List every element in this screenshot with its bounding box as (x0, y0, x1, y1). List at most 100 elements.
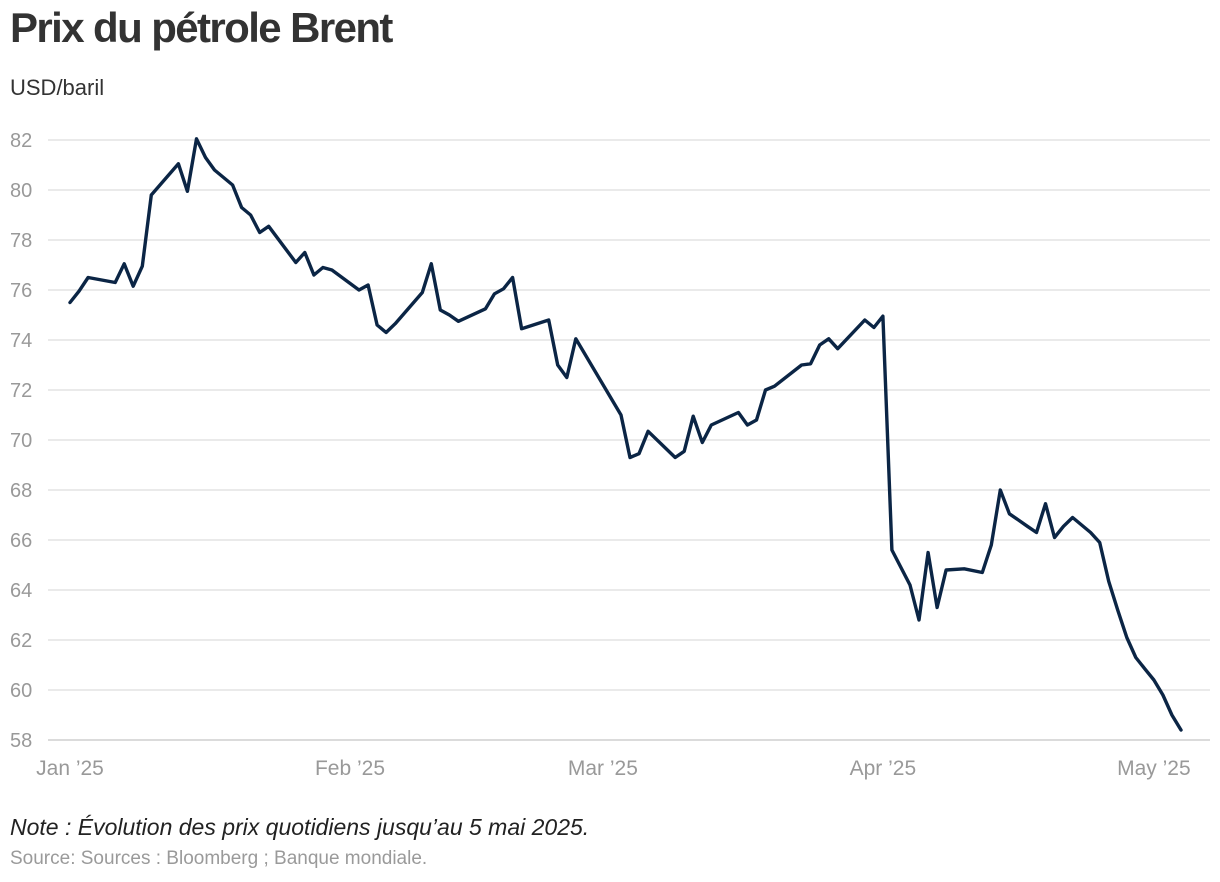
data-point (773, 384, 777, 388)
data-point (619, 413, 623, 417)
data-point (140, 264, 144, 268)
data-point (1062, 524, 1066, 528)
data-point (1116, 608, 1120, 612)
data-point (113, 281, 117, 285)
data-point (447, 313, 451, 317)
y-tick-label: 82 (10, 130, 32, 152)
data-point (944, 568, 948, 572)
data-point (68, 301, 72, 305)
data-point (709, 423, 713, 427)
data-point (673, 456, 677, 460)
data-point (249, 213, 253, 217)
data-point (700, 441, 704, 445)
data-point (682, 449, 686, 453)
chart-note: Note : Évolution des prix quotidiens jus… (10, 814, 590, 840)
y-tick-label: 68 (10, 480, 32, 502)
data-point (456, 319, 460, 323)
data-point (890, 548, 894, 552)
data-point (366, 283, 370, 287)
y-axis-unit-label: USD/baril (10, 75, 105, 100)
data-point (393, 322, 397, 326)
y-tick-label: 60 (10, 680, 32, 702)
data-point (827, 337, 831, 341)
data-point (240, 206, 244, 210)
data-point (691, 414, 695, 418)
data-point (176, 162, 180, 166)
data-point (1143, 667, 1147, 671)
data-point (1179, 728, 1183, 732)
data-point (1044, 502, 1048, 506)
data-point (77, 289, 81, 293)
data-point (764, 388, 768, 392)
data-point (86, 276, 90, 280)
data-point (800, 363, 804, 367)
gridlines (48, 139, 1210, 741)
x-axis-ticks: Jan ’25 Feb ’25 Mar ’25 Apr ’25 May ’25 (36, 757, 1190, 780)
series-line-brent (68, 137, 1183, 732)
data-point (357, 288, 361, 292)
data-point (836, 347, 840, 351)
x-tick-label: Apr ’25 (850, 757, 917, 780)
data-point (1080, 523, 1084, 527)
data-point (321, 266, 325, 270)
data-point (502, 287, 506, 291)
series-group (68, 137, 1183, 732)
data-point (980, 571, 984, 575)
data-point (429, 262, 433, 266)
data-point (745, 423, 749, 427)
chart-title: Prix du pétrole Brent (10, 4, 393, 51)
data-point (863, 318, 867, 322)
data-point (1071, 516, 1075, 520)
line-chart: 58 60 62 64 66 68 70 72 74 76 78 80 82 Jan ’25 Feb ’2… (10, 130, 1210, 780)
data-point (1098, 541, 1102, 545)
data-point (420, 291, 424, 295)
data-point (1025, 524, 1029, 528)
data-point (1007, 512, 1011, 516)
data-point (637, 452, 641, 456)
chart-source: Source: Sources : Bloomberg ; Banque mon… (10, 848, 428, 869)
y-axis-ticks: 58 60 62 64 66 68 70 72 74 76 78 80 82 (10, 130, 32, 752)
data-point (384, 331, 388, 335)
data-point (872, 326, 876, 330)
data-point (131, 284, 135, 288)
y-tick-label: 78 (10, 230, 32, 252)
data-point (438, 308, 442, 312)
y-tick-label: 58 (10, 730, 32, 752)
data-point (818, 343, 822, 347)
data-point (755, 418, 759, 422)
data-point (565, 376, 569, 380)
data-point (628, 456, 632, 460)
data-point (1107, 579, 1111, 583)
data-point (908, 583, 912, 587)
data-point (1089, 531, 1093, 535)
y-tick-label: 64 (10, 580, 32, 602)
data-point (122, 262, 126, 266)
data-point (1035, 531, 1039, 535)
y-tick-label: 62 (10, 630, 32, 652)
data-point (213, 168, 217, 172)
data-point (520, 327, 524, 331)
data-point (231, 183, 235, 187)
data-point (989, 543, 993, 547)
data-point (204, 156, 208, 160)
data-point (926, 551, 930, 555)
x-tick-label: Mar ’25 (568, 757, 638, 780)
data-point (330, 268, 334, 272)
data-point (493, 292, 497, 296)
data-point (556, 363, 560, 367)
data-point (1125, 636, 1129, 640)
data-point (998, 488, 1002, 492)
x-tick-label: May ’25 (1117, 757, 1191, 780)
data-point (881, 314, 885, 318)
y-tick-label: 66 (10, 530, 32, 552)
data-point (1134, 656, 1138, 660)
data-point (185, 189, 189, 193)
data-point (935, 606, 939, 610)
x-tick-label: Feb ’25 (315, 757, 385, 780)
data-point (809, 362, 813, 366)
data-point (1053, 536, 1057, 540)
data-point (195, 137, 199, 141)
data-point (484, 307, 488, 311)
y-tick-label: 72 (10, 380, 32, 402)
data-point (258, 231, 262, 235)
